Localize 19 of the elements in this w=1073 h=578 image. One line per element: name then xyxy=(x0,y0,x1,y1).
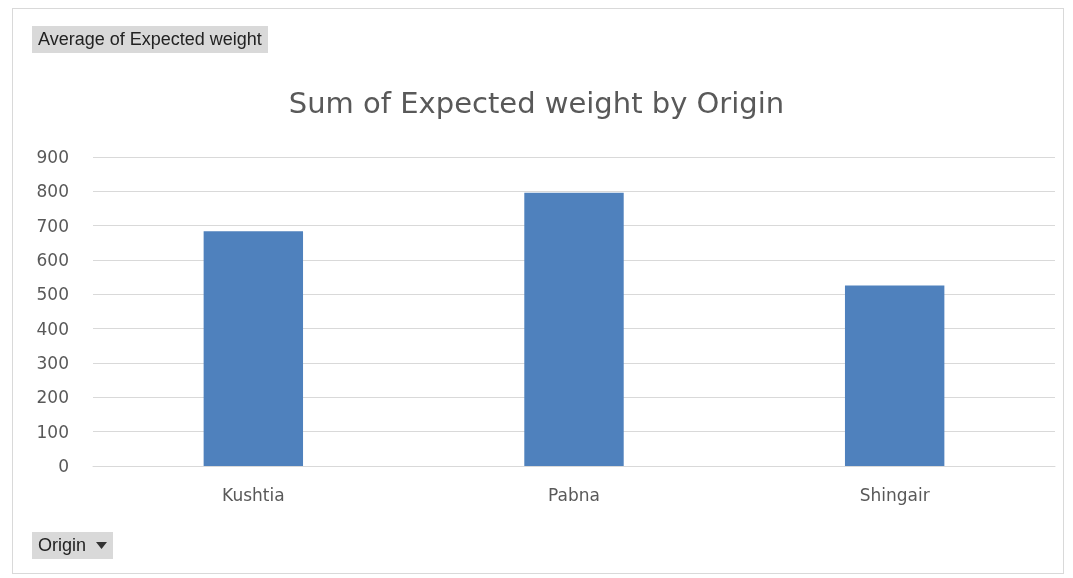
y-tick-label: 600 xyxy=(36,250,69,270)
y-tick-label: 800 xyxy=(36,181,69,202)
y-tick-label: 300 xyxy=(36,353,69,373)
y-tick-label: 500 xyxy=(36,284,69,305)
y-tick-label: 0 xyxy=(58,456,69,476)
y-tick-label: 100 xyxy=(36,421,69,442)
y-tick-label: 400 xyxy=(36,318,69,339)
y-tick-label: 900 xyxy=(36,147,69,167)
text: Origin xyxy=(38,535,87,556)
x-tick-label: Pabna xyxy=(548,484,600,505)
x-tick-label: Shingair xyxy=(859,484,930,505)
x-tick-label: Kushtia xyxy=(222,484,285,505)
y-tick-label: 700 xyxy=(36,215,69,236)
bar xyxy=(524,192,624,466)
y-tick-label: 200 xyxy=(36,387,69,408)
bar xyxy=(203,231,304,466)
chart-title: Sum of Expected weight by Origin xyxy=(288,85,785,120)
text: Average of Expected weight xyxy=(32,26,268,53)
bar xyxy=(844,285,945,466)
